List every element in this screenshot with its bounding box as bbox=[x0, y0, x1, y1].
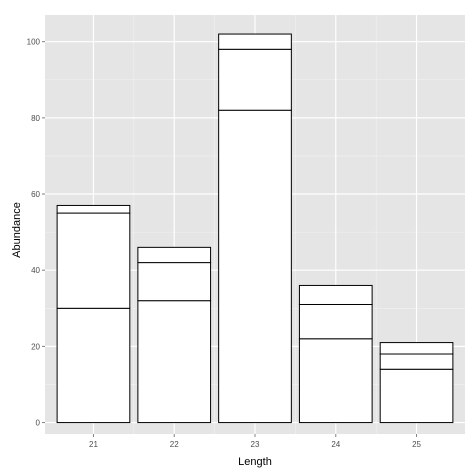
bar-21-segment-1 bbox=[56, 307, 131, 424]
y-tick-label: 40 bbox=[31, 266, 40, 275]
x-tick-label: 23 bbox=[251, 440, 260, 449]
bar-22-segment-1 bbox=[137, 300, 212, 424]
bar-21-segment-2 bbox=[56, 212, 131, 309]
bar-25-segment-1 bbox=[379, 368, 454, 424]
y-axis-title: Abundance bbox=[11, 202, 23, 258]
bar-23-segment-1 bbox=[218, 109, 292, 424]
y-tick-label: 60 bbox=[31, 190, 40, 199]
y-tick-label: 0 bbox=[36, 419, 41, 428]
bar-24-segment-1 bbox=[298, 338, 373, 424]
bar-24-segment-2 bbox=[298, 303, 373, 340]
x-axis-ticks: 21 22 23 24 25 bbox=[89, 434, 422, 449]
bar-21-segment-3 bbox=[56, 204, 131, 214]
y-tick-label: 20 bbox=[31, 342, 40, 351]
bars-group bbox=[56, 33, 454, 424]
x-tick-label: 21 bbox=[89, 440, 98, 449]
bar-25-segment-2 bbox=[379, 353, 454, 370]
bar-22-segment-2 bbox=[137, 262, 212, 302]
x-tick-label: 25 bbox=[412, 440, 421, 449]
bar-22-segment-3 bbox=[137, 246, 212, 264]
bar-23-segment-2 bbox=[218, 48, 292, 111]
x-tick-label: 24 bbox=[331, 440, 340, 449]
bar-25-segment-3 bbox=[379, 342, 454, 355]
bar-24-segment-3 bbox=[298, 284, 373, 305]
y-tick-label: 80 bbox=[31, 114, 40, 123]
y-axis-ticks: 0 20 40 60 80 100 bbox=[27, 38, 45, 428]
bar-23-segment-3 bbox=[218, 33, 292, 50]
x-tick-label: 22 bbox=[170, 440, 179, 449]
x-axis-title: Length bbox=[238, 456, 272, 468]
y-tick-label: 100 bbox=[27, 38, 41, 47]
